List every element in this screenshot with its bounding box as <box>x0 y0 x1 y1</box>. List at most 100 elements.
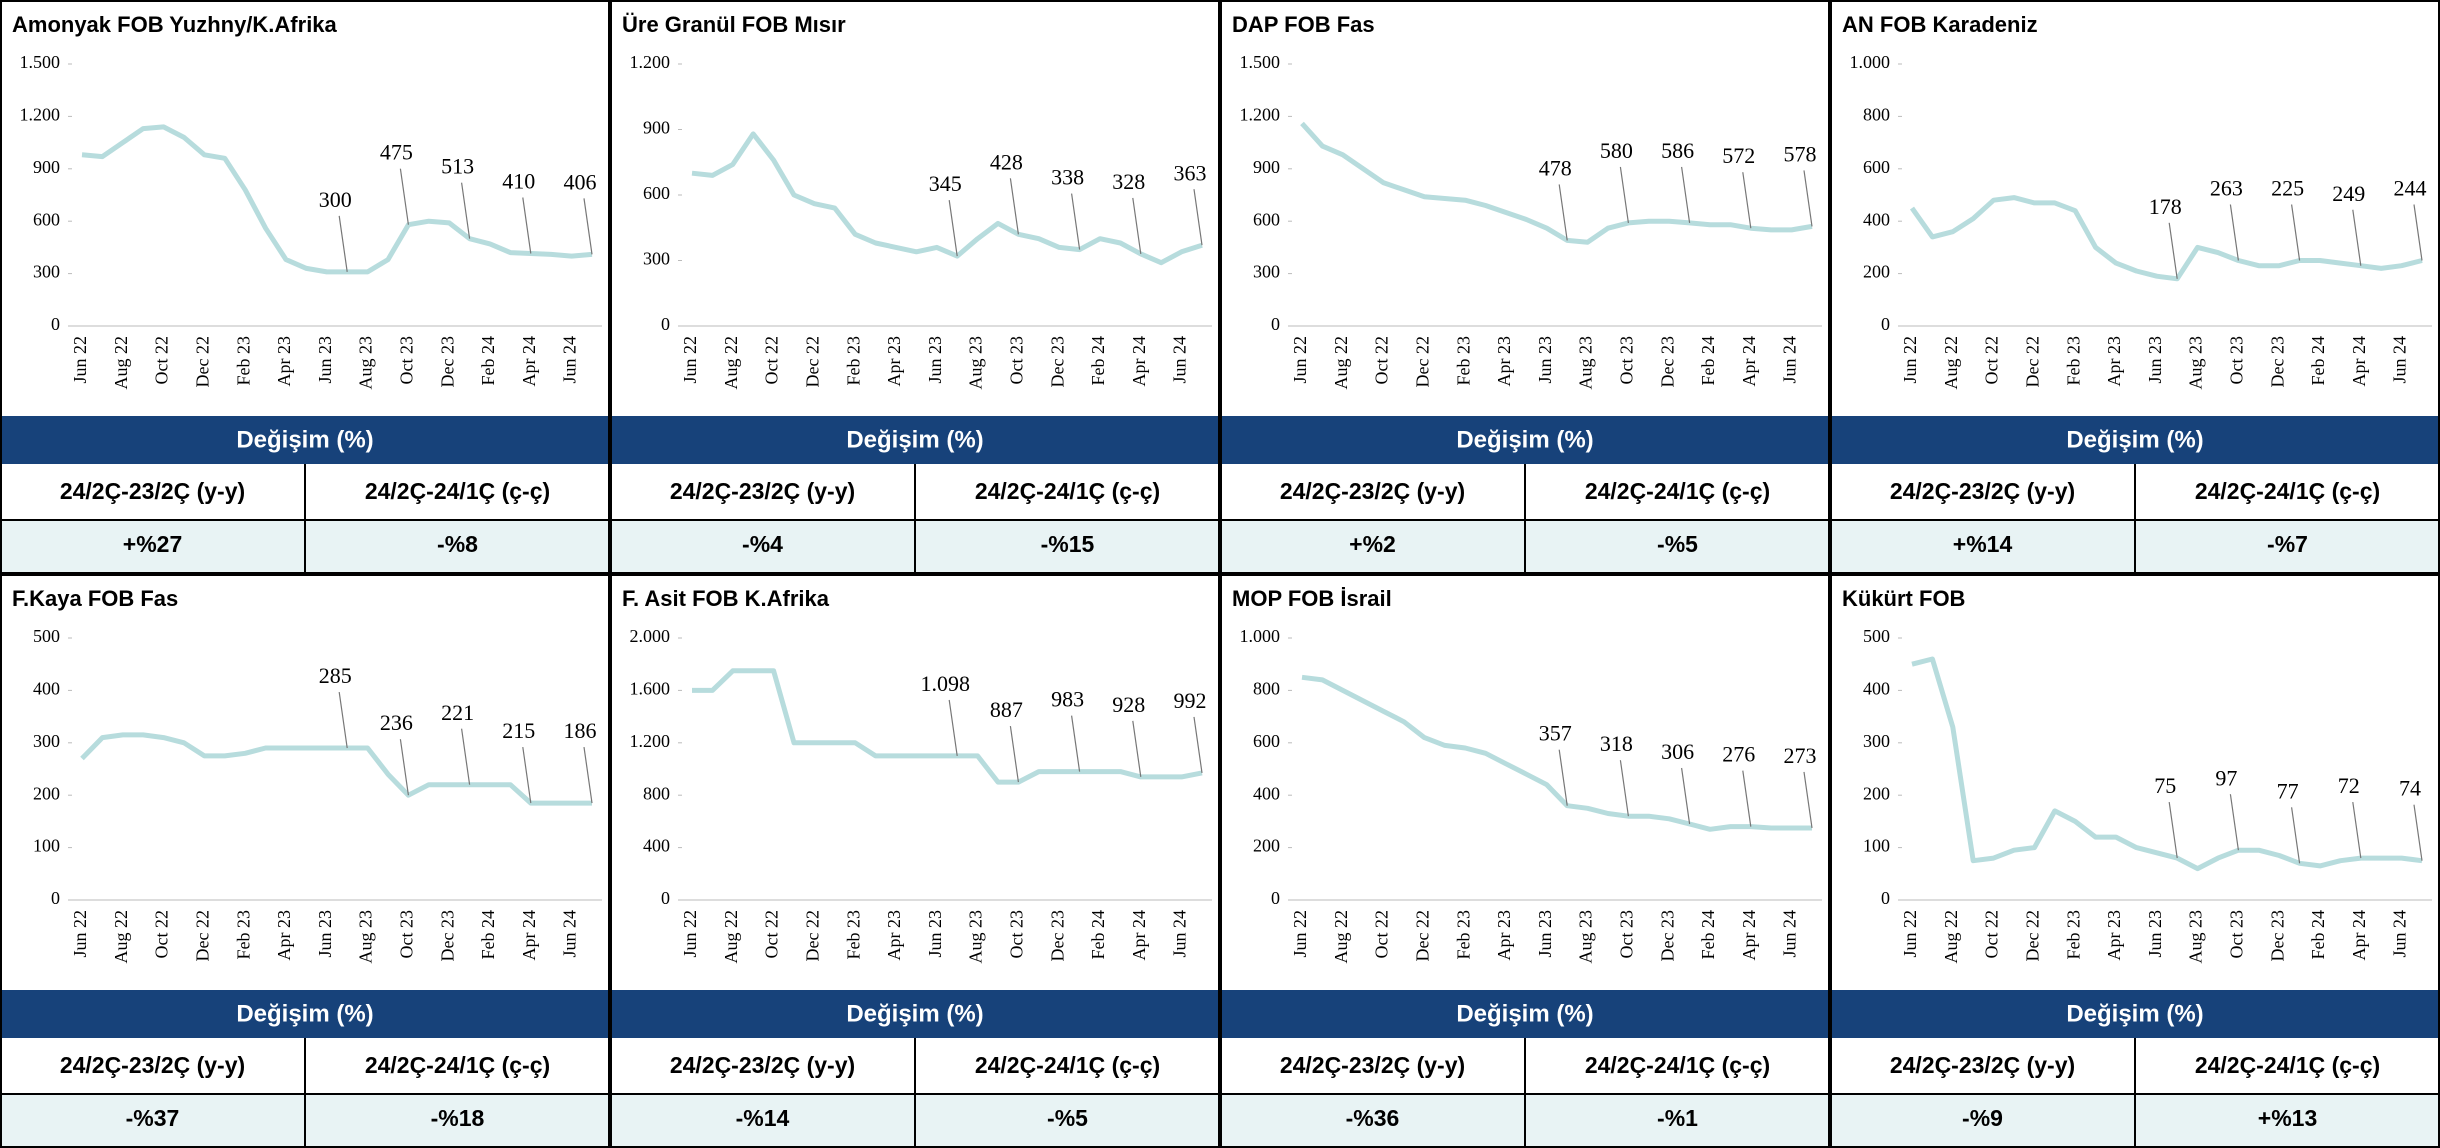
x-tick-label: Apr 23 <box>884 336 904 387</box>
annotation: 887 <box>990 697 1023 722</box>
change-value: -%1 <box>1657 1105 1698 1131</box>
y-tick-label: 400 <box>1863 209 1890 229</box>
x-tick-label: Jun 22 <box>1900 336 1920 384</box>
y-tick-label: 0 <box>1881 888 1890 908</box>
annotation: 363 <box>1174 160 1207 185</box>
leader-line <box>1681 767 1691 825</box>
y-tick-label: 1.200 <box>630 731 671 751</box>
x-tick-label: Jun 23 <box>925 336 945 384</box>
leader-line <box>1619 760 1629 817</box>
leader-line <box>338 215 348 272</box>
x-tick-label: Apr 23 <box>2104 910 2124 961</box>
x-tick-label: Dec 23 <box>1657 336 1677 387</box>
leader-line <box>1193 189 1203 246</box>
x-tick-label: Apr 23 <box>1494 336 1514 387</box>
annotation: 244 <box>2394 176 2427 201</box>
chart-title: F. Asit FOB K.Afrika <box>622 586 830 611</box>
x-tick-label: Feb 24 <box>1088 910 1108 960</box>
leader-line <box>583 746 593 804</box>
change-value: -%8 <box>437 531 478 557</box>
annotation: 97 <box>2215 765 2237 790</box>
y-tick-label: 0 <box>661 888 670 908</box>
x-tick-label: Dec 22 <box>193 336 213 387</box>
y-tick-label: 0 <box>1881 314 1890 334</box>
x-tick-label: Aug 23 <box>1576 910 1596 964</box>
x-tick-label: Oct 22 <box>152 336 172 385</box>
x-tick-label: Jun 22 <box>1900 910 1920 958</box>
leader-line <box>948 200 958 257</box>
chart-title: Kükürt FOB <box>1842 586 1965 611</box>
x-tick-label: Feb 23 <box>843 336 863 386</box>
leader-line <box>1803 771 1813 829</box>
x-tick-label: Oct 22 <box>152 910 172 959</box>
y-tick-label: 100 <box>33 836 60 856</box>
change-value: -%9 <box>1962 1105 2003 1131</box>
leader-line <box>2291 807 2301 864</box>
annotation: 345 <box>929 171 962 196</box>
x-tick-label: Dec 23 <box>437 910 457 961</box>
x-tick-label: Aug 22 <box>1941 336 1961 390</box>
price-line <box>692 668 1203 785</box>
y-tick-label: 200 <box>1253 836 1280 856</box>
table-header-bg <box>1830 990 2440 1038</box>
x-tick-label: Dec 22 <box>2023 336 2043 387</box>
y-tick-label: 400 <box>1253 783 1280 803</box>
x-tick-label: Jun 22 <box>70 336 90 384</box>
y-tick-label: 400 <box>33 679 60 699</box>
change-value: +%2 <box>1349 531 1396 557</box>
x-tick-label: Feb 24 <box>2308 336 2328 386</box>
price-line <box>1911 656 2423 872</box>
x-tick-label: Dec 22 <box>1413 910 1433 961</box>
annotation: 215 <box>502 718 535 743</box>
x-tick-label: Apr 23 <box>1494 910 1514 961</box>
x-tick-label: Oct 22 <box>1372 910 1392 959</box>
column-header: 24/2Ç-24/1Ç (ç-ç) <box>2195 478 2380 504</box>
x-tick-label: Dec 22 <box>193 910 213 961</box>
x-tick-label: Apr 24 <box>2349 910 2369 961</box>
annotation: 178 <box>2149 194 2182 219</box>
chart-title: Amonyak FOB Yuzhny/K.Afrika <box>12 12 338 37</box>
x-tick-label: Jun 22 <box>680 336 700 384</box>
change-value: -%37 <box>126 1105 180 1131</box>
annotation: 74 <box>2399 776 2421 801</box>
x-tick-label: Aug 23 <box>1576 336 1596 390</box>
leader-line <box>1071 193 1081 250</box>
x-tick-label: Aug 22 <box>1331 910 1351 964</box>
annotation: 225 <box>2271 176 2304 201</box>
annotation: 75 <box>2154 773 2176 798</box>
annotation: 276 <box>1722 742 1755 767</box>
leader-line <box>1009 178 1019 235</box>
leader-line <box>1558 184 1568 241</box>
x-tick-label: Dec 22 <box>2023 910 2043 961</box>
change-value: -%5 <box>1657 531 1698 557</box>
x-tick-label: Aug 22 <box>1331 336 1351 390</box>
x-tick-label: Aug 23 <box>356 336 376 390</box>
x-tick-label: Oct 22 <box>762 336 782 385</box>
change-value: -%7 <box>2267 531 2308 557</box>
y-tick-label: 300 <box>1253 262 1280 282</box>
leader-line <box>583 198 593 255</box>
leader-line <box>461 182 471 239</box>
y-tick-label: 1.200 <box>630 52 671 72</box>
leader-line <box>1071 715 1081 772</box>
x-tick-label: Apr 23 <box>2104 336 2124 387</box>
x-tick-label: Jun 23 <box>925 910 945 958</box>
table-header-bg <box>0 416 610 464</box>
x-tick-label: Jun 24 <box>1170 336 1190 384</box>
change-value: +%14 <box>1953 531 2013 557</box>
x-tick-label: Oct 23 <box>397 910 417 959</box>
leader-line <box>1193 716 1203 774</box>
leader-line <box>1132 720 1142 777</box>
x-tick-label: Feb 24 <box>1088 336 1108 386</box>
x-tick-label: Aug 22 <box>721 336 741 390</box>
x-tick-label: Feb 23 <box>843 910 863 960</box>
y-tick-label: 1.200 <box>20 105 61 125</box>
leader-line <box>1742 172 1752 229</box>
annotation: 263 <box>2210 176 2243 201</box>
leader-line <box>1132 197 1142 255</box>
chart-title: AN FOB Karadeniz <box>1842 12 2038 37</box>
x-tick-label: Jun 23 <box>315 336 335 384</box>
leader-line <box>1009 726 1019 783</box>
y-tick-label: 300 <box>33 731 60 751</box>
panel-border <box>1220 0 1830 574</box>
